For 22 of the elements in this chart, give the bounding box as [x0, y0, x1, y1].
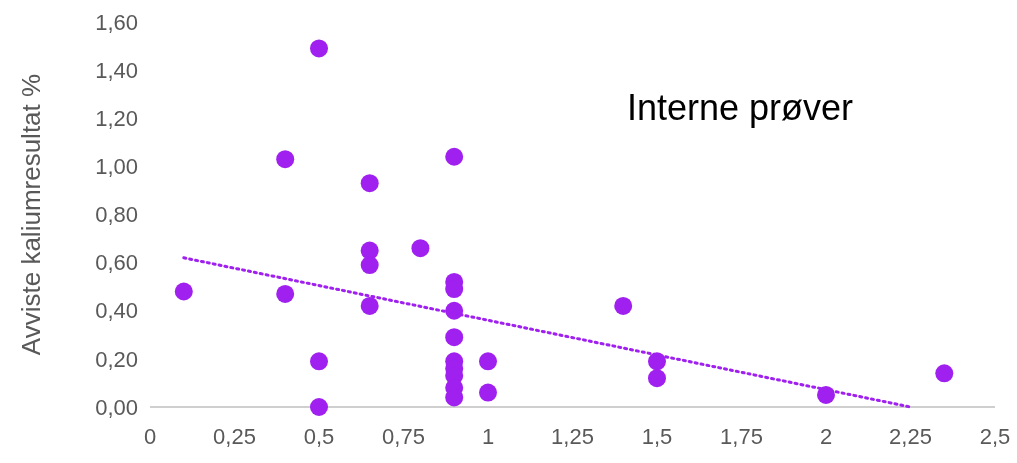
y-tick-label: 1,00: [95, 154, 138, 180]
y-tick-label: 0,60: [95, 250, 138, 276]
y-tick-label: 0,80: [95, 202, 138, 228]
x-tick-label: 1,5: [641, 424, 673, 449]
y-tick-label: 1,40: [95, 57, 138, 83]
x-tick-label: 1: [481, 424, 495, 449]
x-tick-label: 2,25: [889, 424, 932, 449]
x-tick-label: 0,5: [303, 424, 335, 449]
x-tick-label: 0,25: [213, 424, 256, 449]
x-tick-label: 1,25: [551, 424, 594, 449]
x-tick-label: 2,5: [979, 424, 1011, 449]
x-tick-label: 2: [819, 424, 833, 449]
y-axis-title: Avviste kaliumresultat %: [16, 73, 46, 356]
y-tick-label: 0,00: [95, 394, 138, 420]
y-tick-label: 1,60: [95, 9, 138, 35]
x-tick-label: 0: [143, 424, 157, 449]
y-tick-label: 0,40: [95, 298, 138, 324]
annotation: Interne prøver: [626, 87, 854, 128]
x-tick-label: 0,75: [382, 424, 425, 449]
x-tick-label: 1,75: [720, 424, 763, 449]
y-tick-label: 1,20: [95, 105, 138, 131]
y-tick-label: 0,20: [95, 346, 138, 372]
